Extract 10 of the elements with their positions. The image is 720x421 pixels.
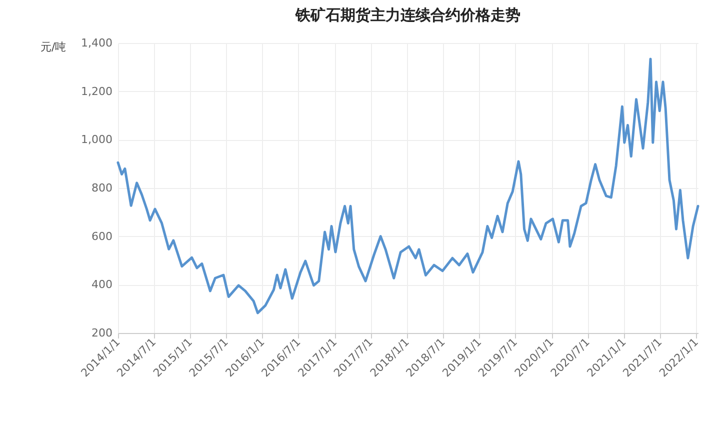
y-tick-label: 200 <box>92 326 112 340</box>
y-tick-label: 1,200 <box>81 84 112 98</box>
line-series <box>116 58 700 314</box>
y-tick-label: 600 <box>92 230 112 243</box>
y-axis-title: 元/吨 <box>40 40 66 54</box>
y-tick-label: 1,000 <box>81 133 112 146</box>
y-tick-label: 1,400 <box>81 36 112 50</box>
y-tick-label: 400 <box>92 278 112 292</box>
chart-title: 铁矿石期货主力连续合约价格走势 <box>294 6 520 24</box>
y-tick-label: 800 <box>92 182 112 194</box>
